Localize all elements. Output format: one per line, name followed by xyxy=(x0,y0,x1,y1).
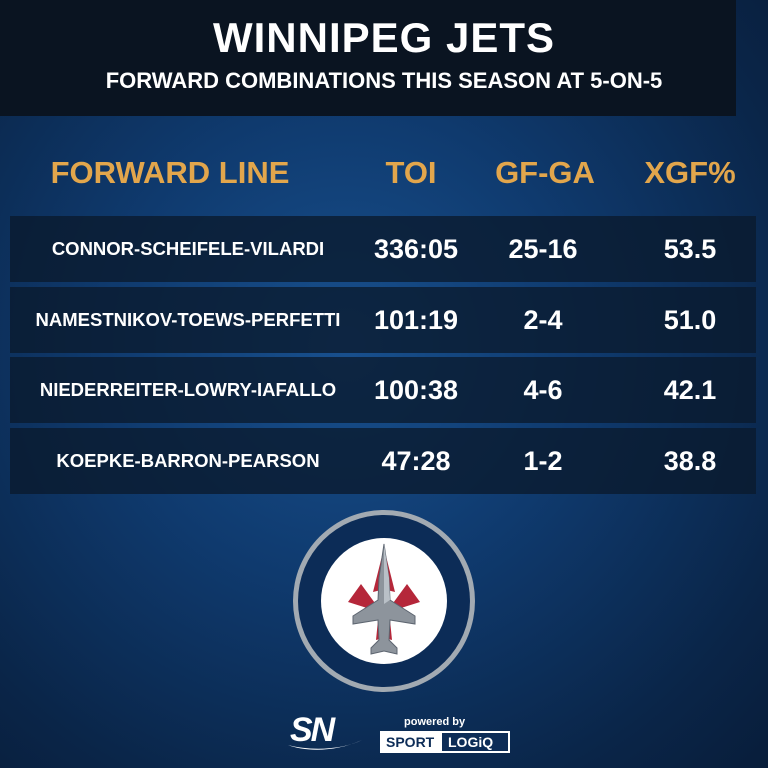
page-title: WINNIPEG JETS xyxy=(212,14,556,61)
gf-ga-cell: 25-16 xyxy=(508,234,578,264)
xgf-cell: 42.1 xyxy=(663,375,717,405)
toi-cell: 101:19 xyxy=(373,305,459,335)
svg-text:SN: SN xyxy=(290,711,337,749)
forward-line-cell: KOEPKE-BARRON-PEARSON xyxy=(56,450,320,471)
forward-line-cell: CONNOR-SCHEIFELE-VILARDI xyxy=(51,238,325,259)
forward-line-cell: NAMESTNIKOV-TOEWS-PERFETTI xyxy=(35,309,341,330)
column-header-forward-line: FORWARD LINE xyxy=(50,155,290,190)
sportsnet-logo-icon: SN xyxy=(288,711,362,750)
svg-text:LOGiQ: LOGiQ xyxy=(448,734,493,750)
column-header-gf-ga: GF-GA xyxy=(495,155,595,190)
xgf-cell: 38.8 xyxy=(663,446,717,476)
table-row: NIEDERREITER-LOWRY-IAFALLO 100:38 4-6 42… xyxy=(10,357,756,423)
sportlogiq-logo-icon: SPORT LOGiQ xyxy=(380,731,510,753)
powered-by-label: powered by xyxy=(404,716,466,728)
xgf-cell: 51.0 xyxy=(663,305,717,335)
toi-cell: 47:28 xyxy=(381,446,451,476)
gf-ga-cell: 1-2 xyxy=(523,446,563,476)
gf-ga-cell: 2-4 xyxy=(523,305,563,335)
xgf-cell: 53.5 xyxy=(663,234,717,264)
table-row: NAMESTNIKOV-TOEWS-PERFETTI 101:19 2-4 51… xyxy=(10,287,756,353)
column-header-xgf: XGF% xyxy=(644,155,736,190)
winnipeg-jets-logo-icon xyxy=(293,510,475,692)
table-row: KOEPKE-BARRON-PEARSON 47:28 1-2 38.8 xyxy=(10,428,756,494)
gf-ga-cell: 4-6 xyxy=(523,375,563,405)
toi-cell: 336:05 xyxy=(373,234,459,264)
forward-line-cell: NIEDERREITER-LOWRY-IAFALLO xyxy=(39,379,337,400)
toi-cell: 100:38 xyxy=(373,375,459,405)
page-subtitle: FORWARD COMBINATIONS THIS SEASON AT 5-ON… xyxy=(105,68,663,93)
header-bar xyxy=(0,0,736,116)
table-row: CONNOR-SCHEIFELE-VILARDI 336:05 25-16 53… xyxy=(10,216,756,282)
svg-text:SPORT: SPORT xyxy=(386,734,435,750)
column-header-toi: TOI xyxy=(385,155,437,190)
